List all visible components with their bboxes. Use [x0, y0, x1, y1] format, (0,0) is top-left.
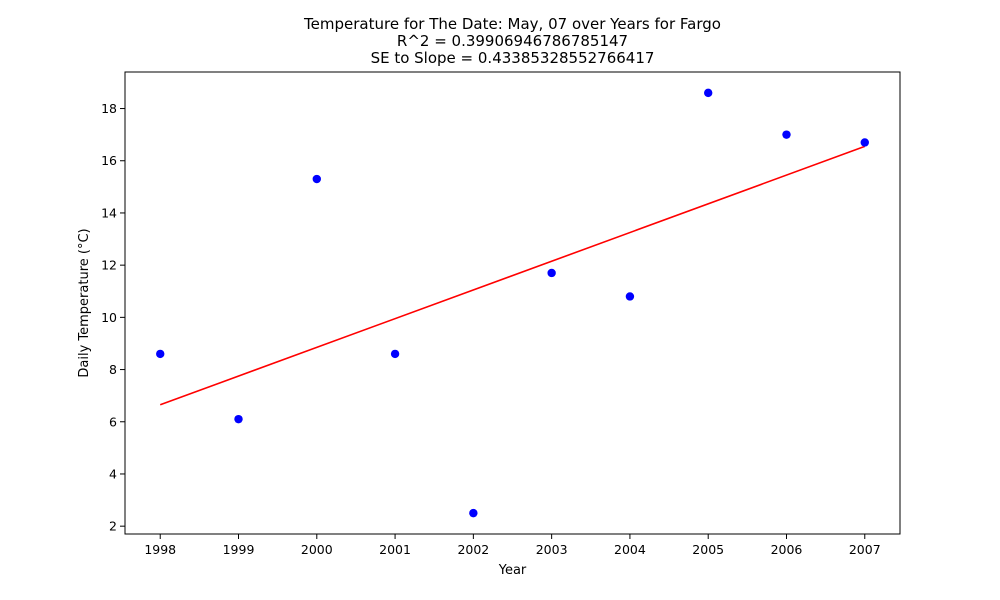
x-tick-label: 1999	[223, 542, 255, 557]
title-line-1: Temperature for The Date: May, 07 over Y…	[303, 15, 721, 33]
data-point	[469, 508, 478, 518]
x-axis-label: Year	[498, 563, 527, 578]
y-tick-label: 6	[109, 414, 117, 429]
y-axis-label: Daily Temperature (°C)	[77, 228, 92, 377]
plot-area-frame	[124, 71, 901, 535]
x-tick-label: 1998	[144, 542, 176, 557]
data-point	[860, 138, 869, 147]
data-point	[625, 292, 635, 301]
x-tick-label: 2003	[536, 542, 568, 557]
data-point	[704, 88, 713, 98]
regression-line	[159, 145, 866, 406]
data-point	[156, 349, 165, 359]
y-tick-label: 16	[101, 153, 117, 168]
y-tick-label: 10	[101, 310, 117, 325]
data-point	[547, 268, 556, 278]
x-tick-label: 2002	[457, 542, 489, 557]
data-point	[390, 349, 400, 359]
y-tick-label: 12	[101, 258, 117, 273]
y-tick-label: 4	[109, 466, 117, 481]
title-line-2: R^2 = 0.39906946786785147	[397, 32, 628, 50]
x-tick-label: 2007	[849, 542, 881, 557]
y-tick-label: 18	[101, 101, 117, 116]
data-point	[782, 130, 791, 139]
x-tick-label: 2000	[301, 542, 333, 557]
y-tick-label: 8	[109, 362, 117, 377]
x-tick-label: 2001	[379, 542, 411, 557]
x-tick-label: 2005	[692, 542, 724, 557]
x-tick-label: 2006	[771, 542, 803, 557]
data-point	[312, 174, 321, 184]
chart-title: Temperature for The Date: May, 07 over Y…	[303, 15, 721, 67]
y-tick-label: 2	[109, 519, 117, 534]
title-line-3: SE to Slope = 0.43385328552766417	[371, 49, 655, 67]
x-tick-label: 2004	[614, 542, 646, 557]
y-tick-label: 14	[101, 205, 117, 220]
plot-layer: 1998 1999 2000 2001 2002 2003 2004 2005 2006 2007…	[101, 88, 881, 557]
data-point	[234, 414, 243, 424]
